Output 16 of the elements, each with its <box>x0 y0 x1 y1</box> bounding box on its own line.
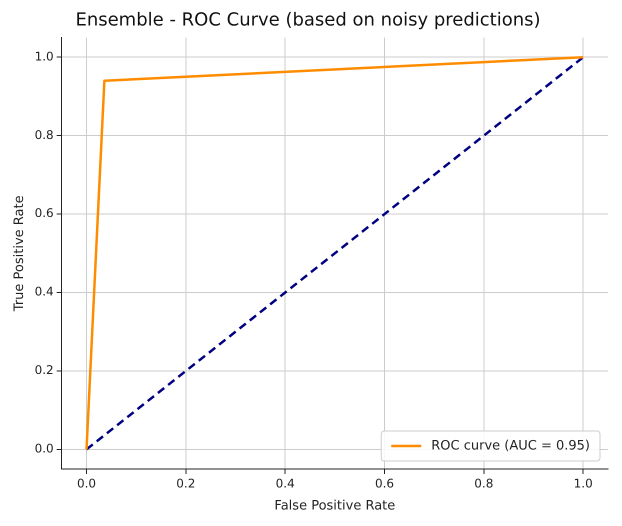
y-axis-title: True Positive Rate <box>12 195 28 312</box>
x-tick-label: 0.8 <box>474 476 494 490</box>
x-tick-label: 0.6 <box>374 476 394 490</box>
y-tick-label: 0.4 <box>34 284 54 299</box>
x-tick-label: 1.0 <box>574 476 593 490</box>
x-tick-label: 0.0 <box>76 476 96 490</box>
y-tick-label: 0.0 <box>34 442 54 456</box>
chart-title: Ensemble - ROC Curve (based on noisy predictions) <box>75 9 541 30</box>
y-tick-label: 0.6 <box>34 206 54 220</box>
y-tick-label: 1.0 <box>34 49 54 64</box>
x-tick-label: 0.2 <box>176 476 196 490</box>
x-axis-title: False Positive Rate <box>274 498 396 514</box>
y-tick-label: 0.8 <box>34 128 54 142</box>
y-tick-label: 0.2 <box>34 363 54 378</box>
x-tick-label: 0.4 <box>276 476 295 490</box>
legend-label: ROC curve (AUC = 0.95) <box>431 438 590 454</box>
